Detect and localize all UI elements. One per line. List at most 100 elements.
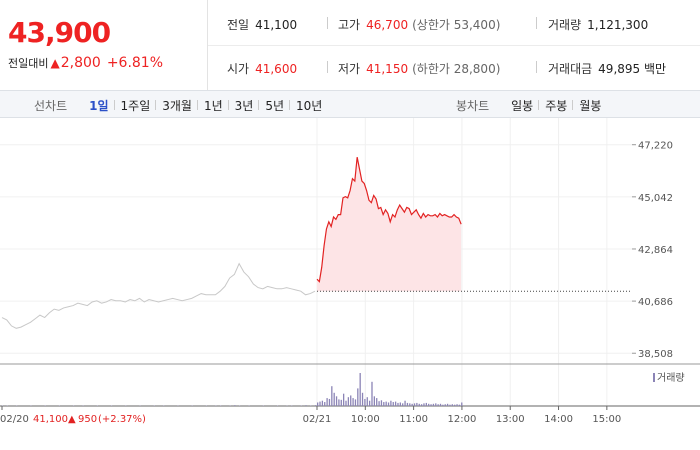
volume-bar	[385, 401, 387, 406]
volume-bar	[432, 403, 435, 406]
period-1d-button[interactable]: 1일	[89, 98, 109, 113]
price-chart[interactable]: 47,220 45,042 42,864 40,686 38,508 02/20 02/2…	[0, 118, 700, 450]
volume-bar	[458, 404, 461, 406]
volume-bar	[378, 401, 380, 406]
volume-bar	[380, 400, 383, 406]
stat-value: 41,100	[255, 18, 298, 32]
stat-low: 저가 41,150 (하한가 28,800)	[338, 60, 500, 77]
candle-monthly-button[interactable]: 월봉	[572, 97, 607, 114]
prev-day-change: 950	[78, 414, 97, 425]
stat-label: 시가	[227, 62, 250, 76]
stats-panel: 전일 41,100 시가 41,600 고가 46,700 (상한가 53,400) 저…	[208, 0, 700, 90]
volume-bar	[416, 402, 418, 406]
y-tick-label: 47,220	[638, 141, 673, 152]
candle-chart-label: 봉차트	[456, 98, 490, 113]
volume-bar	[376, 398, 378, 406]
volume-bar	[456, 404, 458, 406]
volume-bar	[342, 393, 345, 406]
up-arrow-icon: ▲	[68, 414, 76, 425]
volume-bar	[371, 381, 373, 406]
stats-divider	[208, 45, 700, 46]
today-area-fill	[317, 157, 462, 292]
stat-high: 고가 46,700 (상한가 53,400)	[338, 16, 500, 33]
volume-bar	[324, 402, 326, 406]
volume-bar	[397, 402, 399, 406]
stat-upper-limit: (상한가 53,400)	[412, 18, 501, 32]
stat-label: 고가	[338, 18, 361, 32]
volume-bar	[347, 397, 350, 406]
period-5y-button[interactable]: 5년	[258, 97, 290, 114]
volume-bar	[402, 403, 404, 406]
cell-divider	[327, 61, 328, 73]
x-tick-label: 10:00	[351, 414, 380, 425]
volume-legend-label: 거래량	[657, 372, 685, 384]
x-tick-label: 15:00	[592, 414, 621, 425]
period-1w-button[interactable]: 1주일	[113, 97, 157, 114]
volume-bar	[420, 404, 423, 406]
volume-bar	[428, 403, 430, 406]
volume-bar	[451, 404, 453, 406]
stat-value: 1,121,300	[587, 18, 649, 32]
volume-bar	[315, 405, 316, 406]
candle-chart-group: 봉차트 일봉 주봉 월봉	[456, 91, 607, 119]
volume-bar	[425, 402, 427, 406]
period-1y-button[interactable]: 1년	[196, 97, 229, 114]
x-tick-label: 11:00	[399, 414, 428, 425]
volume-bars	[2, 373, 463, 406]
today-price-area	[317, 157, 462, 292]
current-price: 43,900	[8, 16, 111, 49]
period-3m-button[interactable]: 3개월	[155, 97, 198, 114]
x-axis-ticks: 02/20 02/21 10:00 11:00 12:00 13:00 14:00 15:00	[0, 406, 621, 425]
volume-bar	[449, 404, 451, 406]
volume-bar	[435, 403, 437, 406]
volume-bar	[366, 397, 368, 406]
volume-bar	[333, 392, 335, 406]
x-tick-label: 02/21	[303, 414, 332, 425]
volume-bar	[454, 404, 456, 406]
volume-bar	[409, 403, 411, 406]
volume-bar	[359, 373, 361, 406]
volume-bar	[350, 395, 352, 406]
prev-day-change-percent: (+2.37%)	[98, 414, 146, 425]
candle-weekly-button[interactable]: 주봉	[538, 97, 573, 114]
cell-divider	[536, 61, 537, 73]
volume-bar	[444, 404, 446, 406]
stat-value: 46,700	[366, 18, 409, 32]
volume-bar	[354, 399, 357, 406]
today-price-line	[316, 157, 462, 283]
quote-panel: 43,900 전일대비 ▲2,800 +6.81%	[0, 0, 208, 90]
x-tick-label: 12:00	[448, 414, 477, 425]
volume-bar	[345, 400, 347, 406]
volume-bar	[305, 405, 307, 406]
prev-day-close: 41,100	[33, 414, 68, 425]
stat-volume: 거래량 1,121,300	[548, 16, 648, 33]
y-axis-ticks: 47,220 45,042 42,864 40,686 38,508	[632, 141, 673, 360]
volume-bar	[373, 396, 376, 406]
volume-bar	[461, 402, 463, 406]
chart-toolbar: 선차트 1일 1주일 3개월 1년 3년 5년 10년 봉차트 일봉 주봉 월봉	[0, 90, 700, 118]
change-value: 2,800	[60, 55, 101, 71]
volume-bar	[338, 399, 340, 406]
x-tick-label: 14:00	[544, 414, 573, 425]
volume-bar	[442, 404, 444, 406]
volume-bar	[326, 398, 328, 406]
line-chart-label: 선차트	[34, 98, 68, 113]
volume-bar	[331, 386, 333, 406]
up-arrow-icon: ▲	[50, 56, 60, 70]
stat-label: 거래대금	[548, 62, 593, 76]
volume-bar	[368, 400, 371, 406]
period-10y-button[interactable]: 10년	[289, 97, 328, 114]
stat-value: 41,600	[255, 62, 298, 76]
stat-prev-close: 전일 41,100	[227, 16, 297, 33]
volume-bar	[340, 399, 342, 406]
volume-bar	[411, 403, 413, 406]
volume-bar	[328, 398, 331, 406]
volume-bar	[446, 403, 449, 406]
change-label: 전일대비	[8, 57, 49, 70]
period-3y-button[interactable]: 3년	[227, 97, 260, 114]
prev-day-summary: 41,100 ▲ 950 (+2.37%)	[33, 414, 146, 425]
stat-label: 전일	[227, 18, 250, 32]
volume-bar	[335, 396, 338, 406]
candle-daily-button[interactable]: 일봉	[511, 98, 534, 113]
